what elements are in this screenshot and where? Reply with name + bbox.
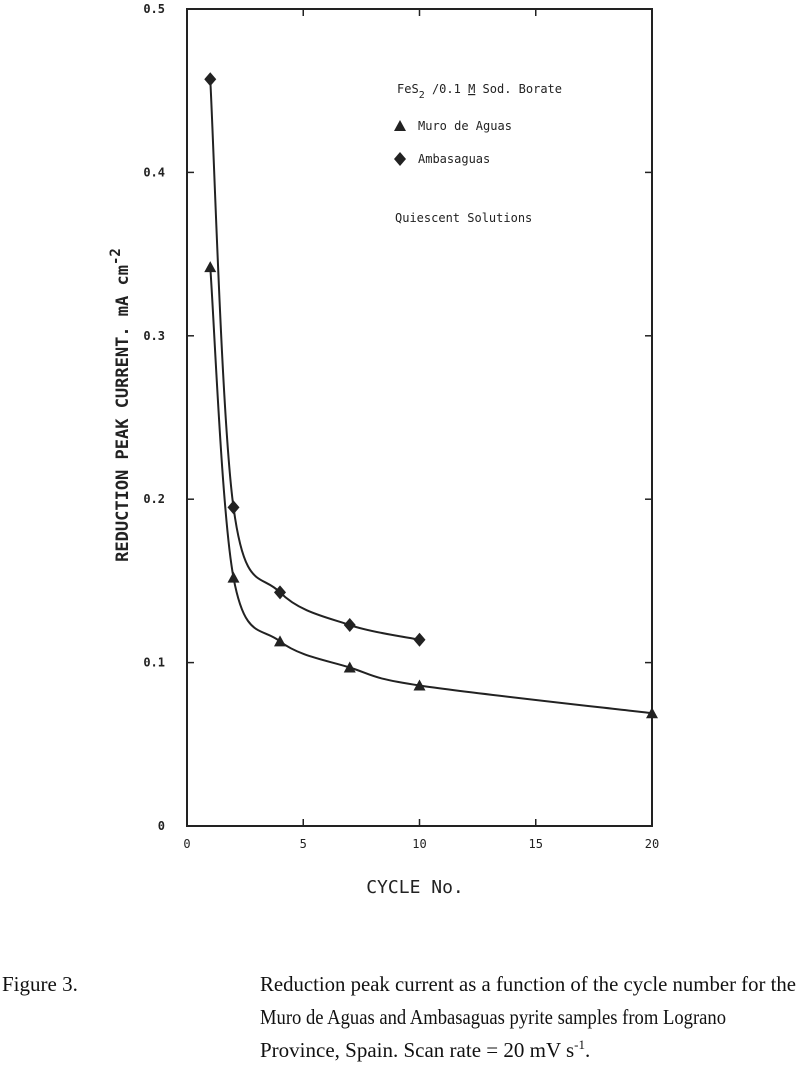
legend-label: Ambasaguas: [418, 152, 490, 166]
x-axis-label: CYCLE No.: [366, 877, 464, 898]
data-point: [413, 679, 426, 691]
data-point: [343, 661, 356, 673]
caption-line: Reduction peak current as a function of …: [260, 972, 796, 996]
legend-title-part: FeS: [397, 82, 419, 96]
x-tick-label: 20: [645, 837, 659, 851]
legend-marker: [394, 152, 406, 166]
legend-title-part: /0.1: [425, 82, 468, 96]
data-point: [413, 632, 426, 647]
data-point: [646, 707, 658, 719]
y-tick-label: 0: [158, 819, 165, 833]
x-tick-label: 0: [183, 837, 190, 851]
caption-sup: -1: [574, 1037, 585, 1052]
y-tick-label: 0.4: [143, 165, 165, 179]
data-point: [227, 571, 240, 583]
caption-label: Figure 3.: [2, 972, 78, 996]
series-line: [209, 79, 420, 641]
data-point: [204, 261, 217, 273]
y-tick-label: 0.3: [143, 329, 165, 343]
legend-title: FeS2 /0.1 M Sod. Borate: [397, 82, 562, 101]
y-tick-label: 0.5: [143, 2, 165, 16]
y-label-sup: -2: [108, 248, 124, 265]
y-tick-label: 0.1: [143, 656, 165, 670]
series-line: [209, 267, 653, 715]
legend-title-part: M: [468, 82, 475, 96]
data-point: [274, 585, 286, 600]
legend-title-sub: 2: [419, 90, 425, 101]
x-tick-label: 15: [529, 837, 543, 851]
y-tick-label: 0.2: [143, 492, 165, 506]
legend-label: Muro de Aguas: [418, 119, 512, 133]
y-label-text: REDUCTION PEAK CURRENT. mA cm: [113, 265, 133, 562]
x-tick-label: 10: [412, 837, 426, 851]
x-tick-label: 5: [300, 837, 307, 851]
data-point: [204, 72, 217, 87]
caption-text: Province, Spain. Scan rate = 20 mV s: [260, 1038, 574, 1062]
data-point: [227, 500, 240, 515]
legend-marker: [394, 120, 406, 131]
y-axis-label: REDUCTION PEAK CURRENT. mA cm-2: [108, 248, 133, 562]
annotation: Quiescent Solutions: [395, 211, 532, 225]
data-point: [343, 618, 356, 633]
caption-line: Province, Spain. Scan rate = 20 mV s-1.: [260, 1037, 590, 1062]
data-point: [274, 635, 286, 647]
caption-text: .: [585, 1038, 590, 1062]
caption-line: Muro de Aguas and Ambasaguas pyrite samp…: [260, 1005, 726, 1029]
legend-title-part: Sod. Borate: [475, 82, 562, 96]
